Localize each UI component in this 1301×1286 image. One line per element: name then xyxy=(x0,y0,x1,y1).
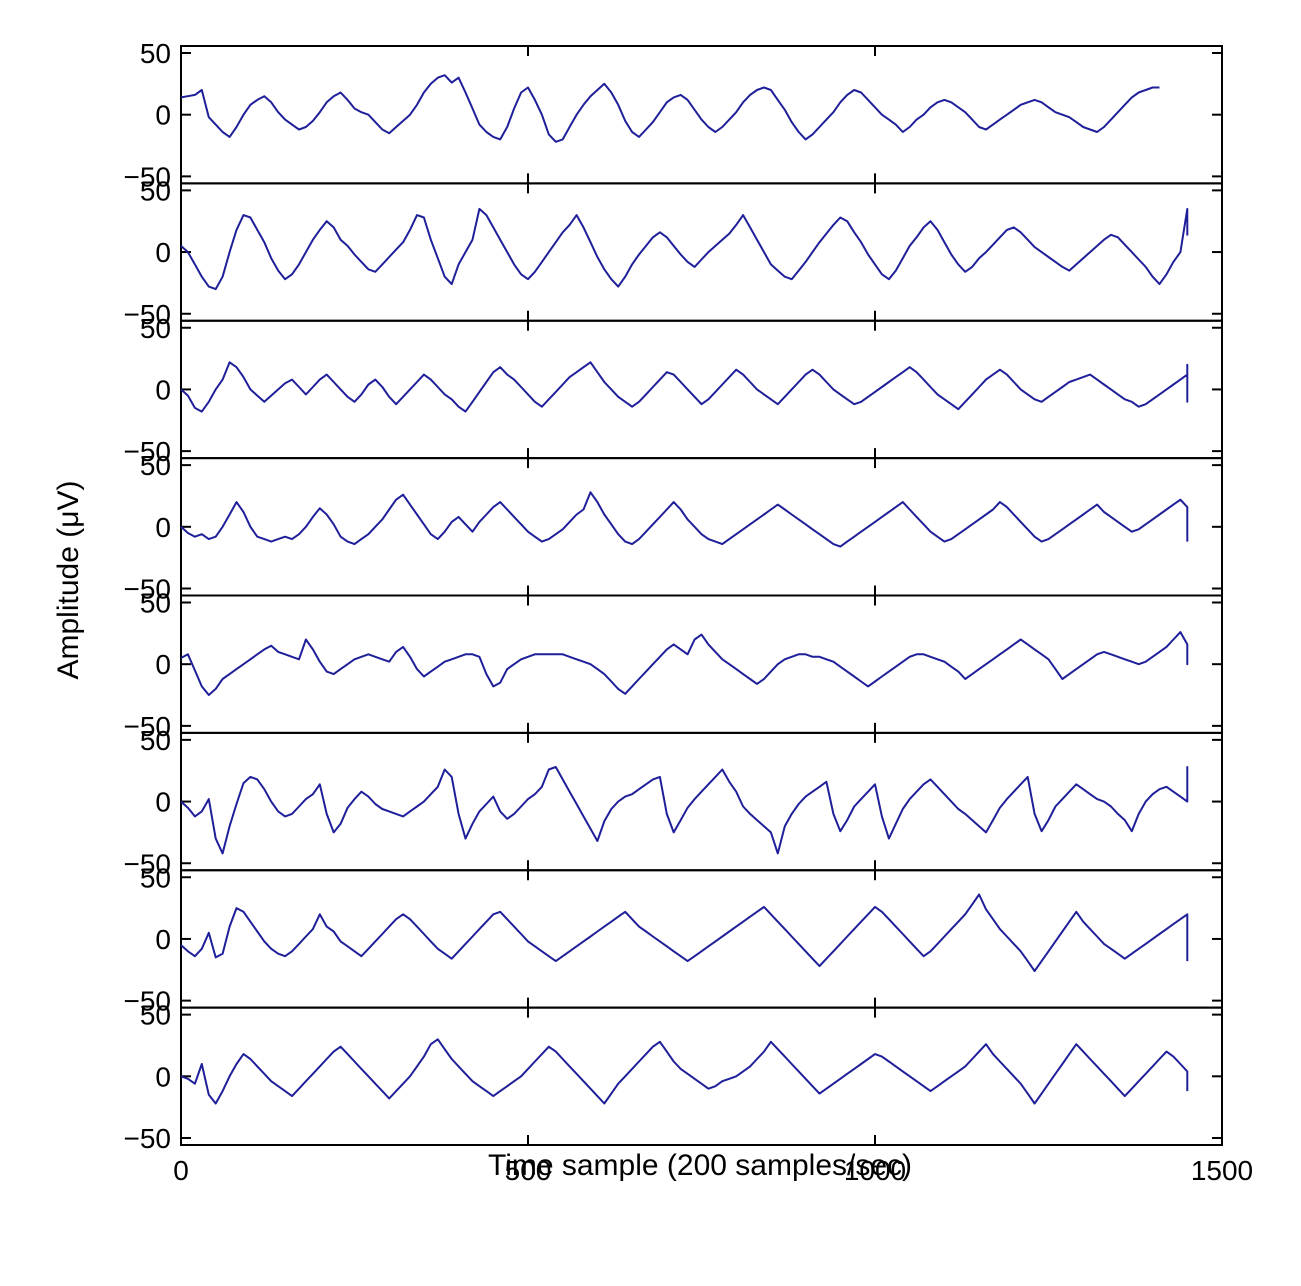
y-tick-label: 50 xyxy=(140,862,171,893)
y-tick-label: −50 xyxy=(124,436,172,467)
channel-panel-4: 50 0 −50 xyxy=(124,450,1223,605)
y-tick-label: 0 xyxy=(155,649,171,680)
signal-line-5 xyxy=(180,631,1189,696)
y-tick-label: 50 xyxy=(140,588,171,619)
y-tick-label: −50 xyxy=(124,711,172,742)
channel-panel-5: 50 0 −50 xyxy=(124,588,1223,742)
y-tick-label: 0 xyxy=(155,512,171,543)
x-tick-label: 1000 xyxy=(844,1155,906,1186)
signal-line-3 xyxy=(180,361,1189,413)
panel-frame xyxy=(180,319,1223,460)
y-tick-label: 0 xyxy=(155,924,171,955)
y-tick-label: 50 xyxy=(140,1000,171,1031)
panel-frame xyxy=(180,1006,1223,1146)
y-tick-label: 0 xyxy=(155,374,171,405)
y-tick-label: 0 xyxy=(155,787,171,818)
signal-line-4 xyxy=(180,491,1189,548)
signal-line-8 xyxy=(180,1038,1189,1105)
x-axis-ticks: 0 500 1000 1500 xyxy=(173,1155,1253,1186)
x-tick-label: 1500 xyxy=(1191,1155,1253,1186)
signal-line-2 xyxy=(180,207,1189,291)
signal-line-6 xyxy=(180,766,1189,855)
y-tick-label: −50 xyxy=(124,1123,172,1154)
signal-line-1 xyxy=(180,74,1160,143)
panel-frame xyxy=(180,182,1223,322)
y-tick-label: −50 xyxy=(124,848,172,879)
channel-panel-8: 50 0 −50 xyxy=(124,1000,1223,1154)
y-tick-label: −50 xyxy=(124,574,172,605)
y-tick-label: −50 xyxy=(124,161,172,192)
x-tick-label: 0 xyxy=(173,1155,189,1186)
y-tick-label: −50 xyxy=(124,986,172,1017)
channel-panels: 500−50500−50500−50500−50500−50500−50500−… xyxy=(124,38,1223,1154)
channel-panel-3: 50 0 −50 xyxy=(124,313,1223,467)
panel-frame xyxy=(180,594,1223,734)
channel-panel-7: 50 0 −50 xyxy=(124,862,1223,1017)
panel-frame xyxy=(180,869,1223,1009)
signal-line-7 xyxy=(180,893,1189,972)
y-tick-label: 50 xyxy=(140,313,171,344)
y-tick-label: 0 xyxy=(155,1061,171,1092)
panel-frame xyxy=(180,731,1223,872)
y-tick-label: −50 xyxy=(124,299,172,330)
channel-panel-6: 50 0 −50 xyxy=(124,725,1223,879)
x-axis-label: Time sample (200 samples/sec) xyxy=(488,1149,912,1182)
y-tick-label: 50 xyxy=(140,450,171,481)
panel-frame xyxy=(180,45,1223,185)
y-tick-label: 0 xyxy=(155,100,171,131)
y-axis-label: Amplitude (μV) xyxy=(52,480,85,679)
channel-panel-1: 50 0 −50 xyxy=(124,38,1223,192)
y-tick-label: 50 xyxy=(140,175,171,206)
y-tick-label: 0 xyxy=(155,237,171,268)
y-tick-label: 50 xyxy=(140,725,171,756)
channel-panel-2: 50 0 −50 xyxy=(124,175,1223,330)
x-tick-label: 500 xyxy=(505,1155,552,1186)
y-tick-label: 50 xyxy=(140,38,171,69)
